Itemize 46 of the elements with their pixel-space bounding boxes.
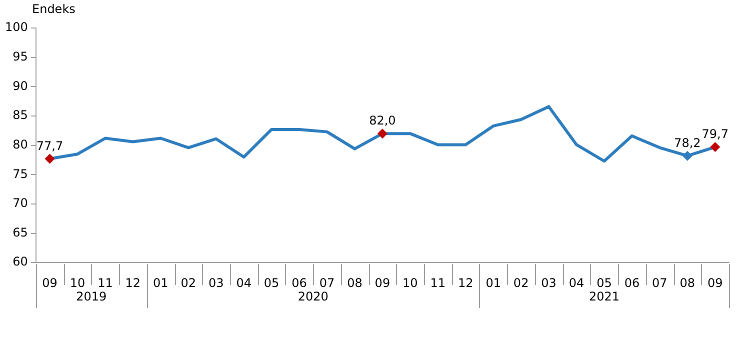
- data-label: 79,7: [702, 127, 728, 142]
- x-tick-label: 09: [707, 276, 723, 290]
- x-tick-label: 06: [292, 276, 307, 290]
- point: [44, 154, 55, 164]
- data-label: 77,7: [36, 138, 64, 153]
- x-tick-label: 08: [680, 276, 696, 290]
- text: 2021: [588, 290, 620, 304]
- x-tick-label: 07: [319, 276, 335, 290]
- x-tick-label: 04: [568, 276, 584, 290]
- point: [682, 150, 692, 161]
- x-tick-label: 12: [458, 276, 474, 290]
- x-tick-label: 04: [236, 276, 252, 290]
- point: [710, 142, 720, 152]
- y-tick-label: 65: [12, 225, 28, 240]
- point: [377, 128, 388, 139]
- text: 2019: [76, 290, 107, 304]
- y-tick-label: 90: [12, 78, 28, 93]
- x-tick-label: 12: [125, 276, 141, 290]
- y-axis-title: Endeks: [32, 2, 76, 16]
- x-tick-label: 05: [596, 276, 612, 290]
- x-tick-label: 08: [347, 276, 362, 290]
- y-tick-label: 75: [12, 166, 28, 181]
- x-tick-label: 10: [70, 276, 86, 290]
- x-tick-label: 05: [264, 276, 280, 290]
- y-tick-label: 95: [12, 49, 28, 64]
- text: 2020: [298, 290, 328, 304]
- x-tick-label: 10: [402, 276, 418, 290]
- x-tick-label: 11: [98, 276, 113, 290]
- y-tick-label: 80: [12, 137, 28, 152]
- y-tick-label: 70: [12, 196, 28, 210]
- x-tick-label: 02: [513, 276, 529, 290]
- data-label: 78,2: [674, 136, 701, 150]
- x-tick-label: 11: [430, 276, 446, 290]
- x-tick-label: 01: [153, 276, 168, 290]
- y-tick-label: 85: [12, 108, 28, 122]
- y-tick-label: 100: [5, 20, 28, 34]
- x-tick-label: 09: [374, 276, 390, 290]
- x-tick-label: 01: [486, 276, 501, 290]
- y-tick-label: 60: [12, 254, 28, 269]
- x-tick-label: 02: [180, 276, 196, 290]
- x-tick-label: 07: [652, 276, 668, 290]
- data-label: 82,0: [369, 114, 396, 128]
- x-tick-label: 03: [208, 276, 224, 290]
- x-tick-label: 03: [541, 276, 556, 290]
- x-tick-label: 06: [624, 276, 640, 290]
- x-tick-label: 09: [42, 276, 58, 290]
